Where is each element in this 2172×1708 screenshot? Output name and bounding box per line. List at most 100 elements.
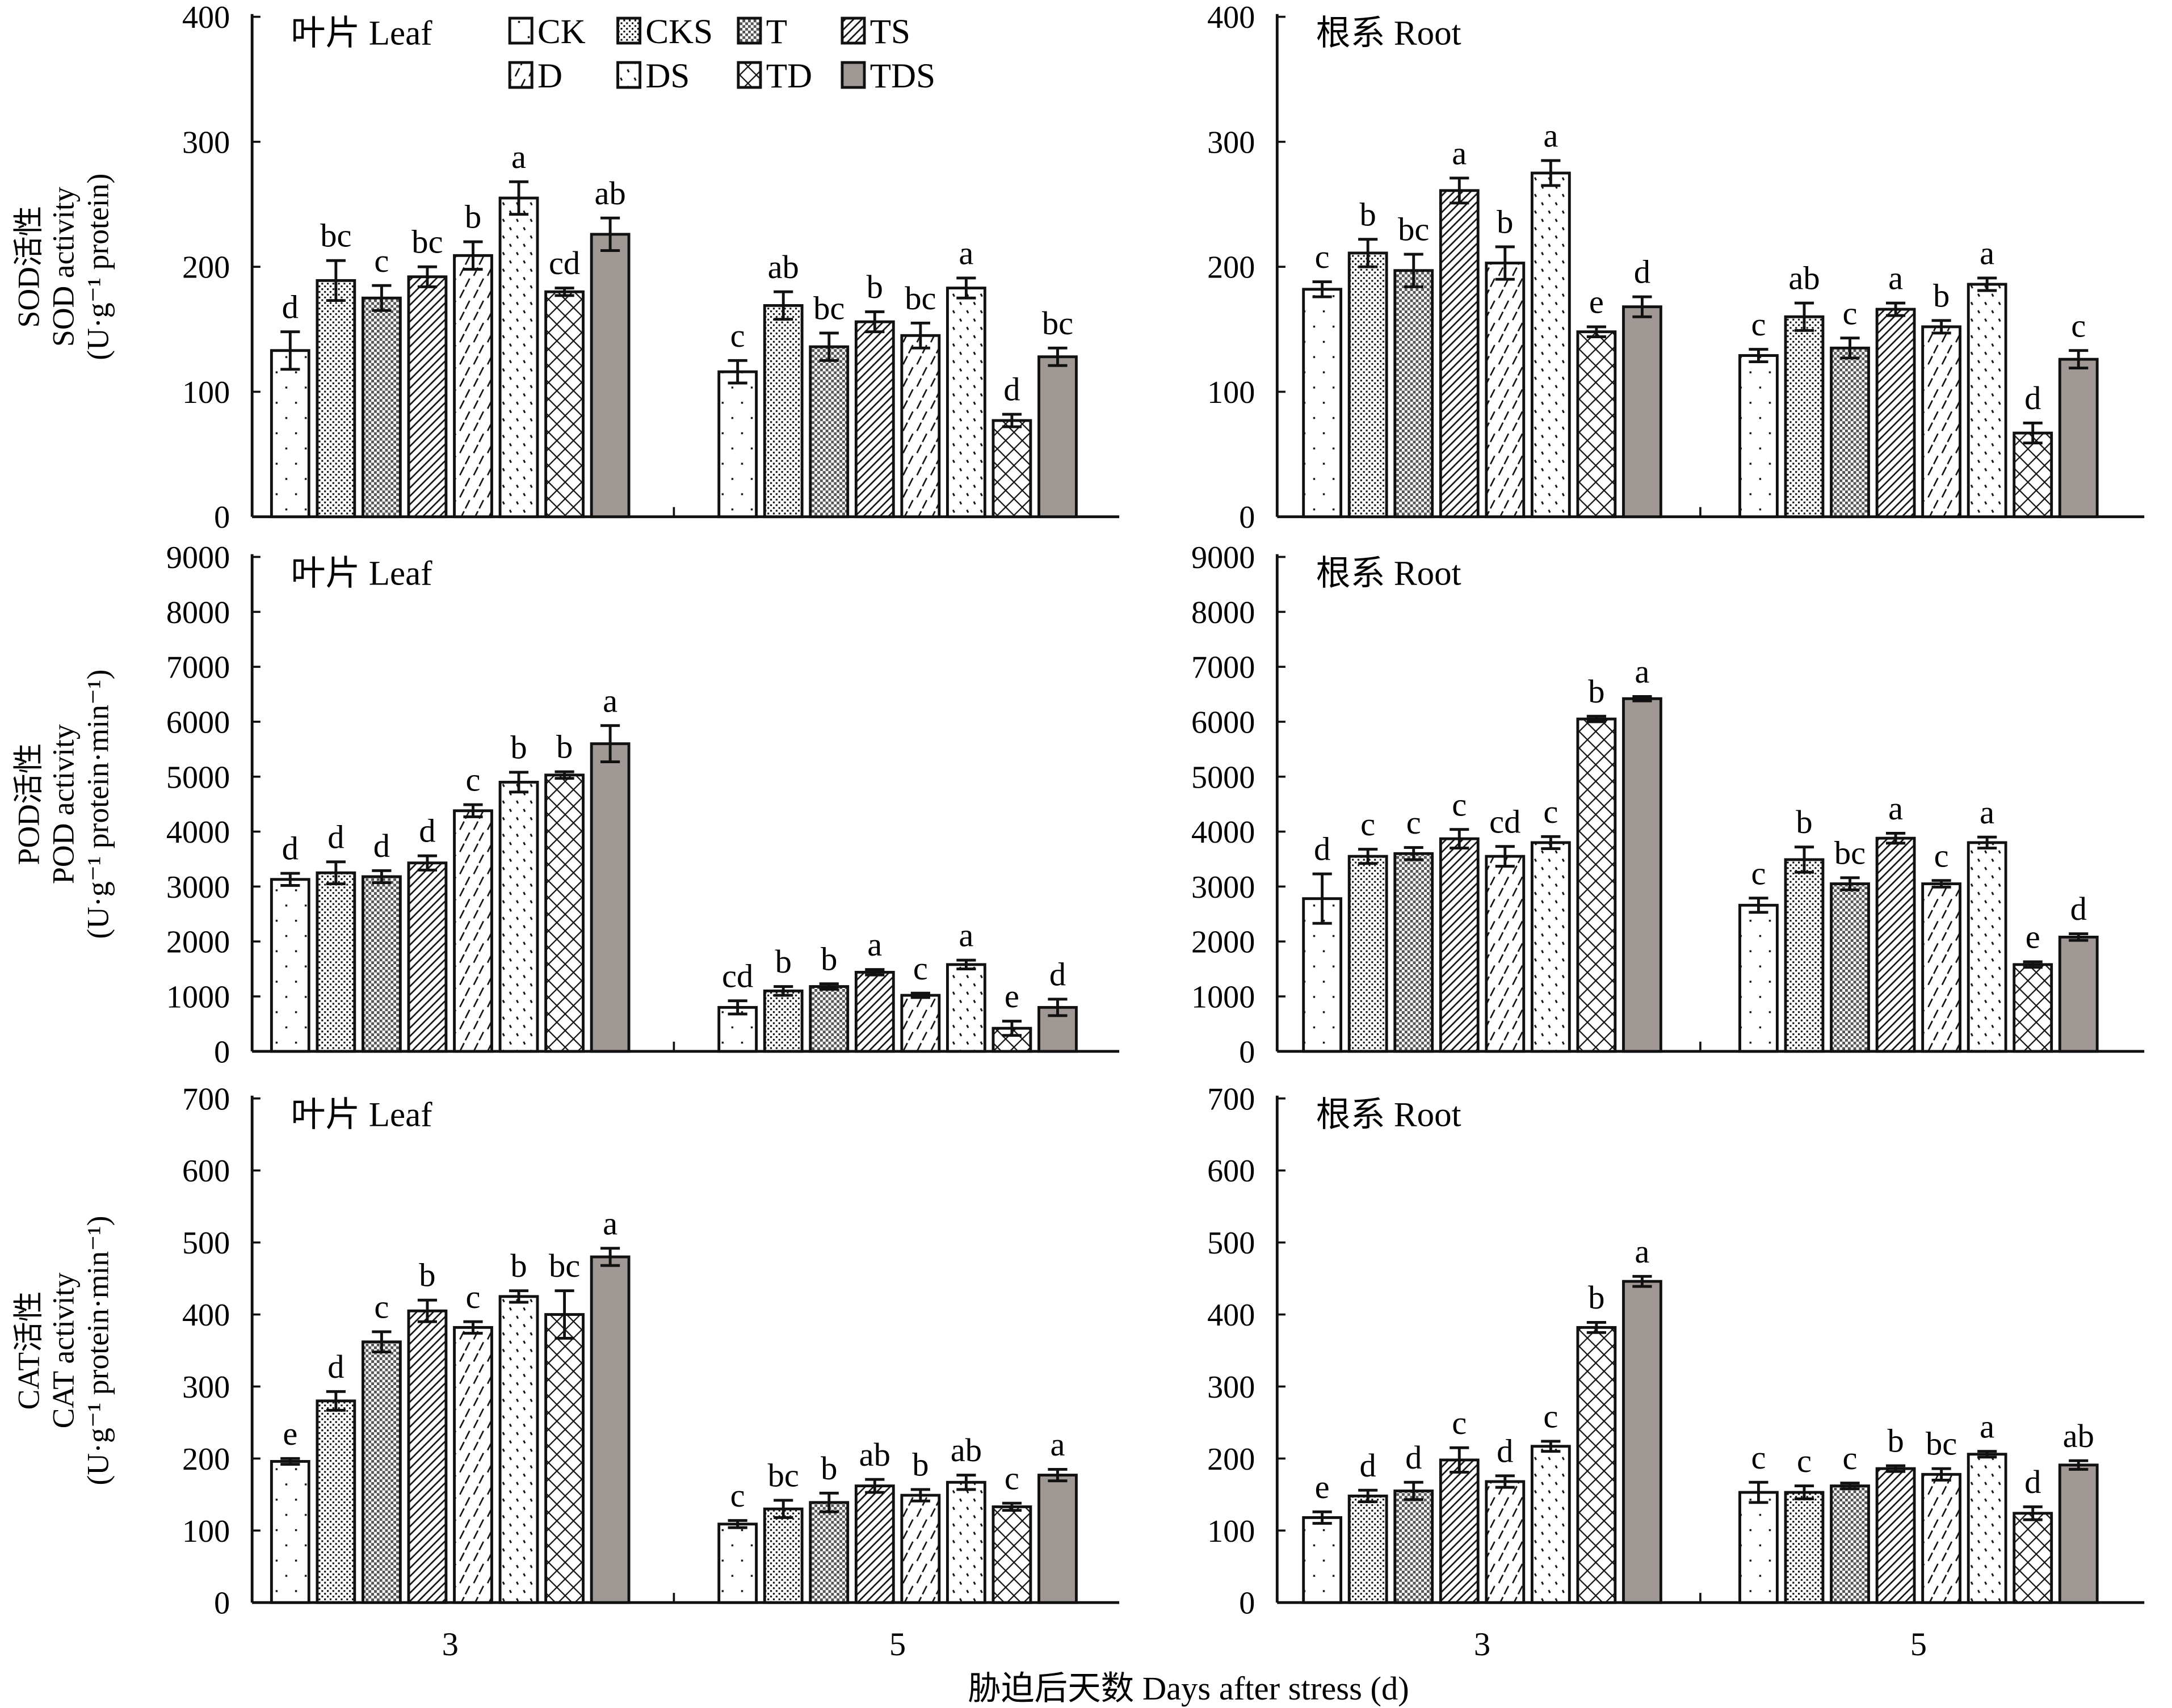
error-bar	[910, 321, 930, 350]
significance-letter: ab	[951, 1432, 982, 1469]
significance-letter: d	[282, 288, 299, 325]
y-tick-label: 400	[182, 0, 230, 35]
error-bar	[865, 1478, 885, 1494]
error-bar	[1749, 1480, 1768, 1504]
significance-letter: bc	[1398, 211, 1429, 248]
legend-item-DS: DS	[616, 57, 690, 95]
significance-letter: c	[1452, 1404, 1467, 1441]
legend-item-T: T	[737, 13, 787, 51]
y-tick-label: 100	[1207, 375, 1255, 410]
significance-letter: b	[1933, 277, 1950, 314]
bar-T-day5	[809, 1501, 850, 1604]
error-bar	[1312, 280, 1332, 298]
error-bar	[1312, 1510, 1332, 1525]
significance-letter: b	[912, 1446, 929, 1483]
significance-letter: bc	[905, 280, 936, 317]
bar-TD-day5	[2013, 1512, 2053, 1604]
significance-letter: a	[867, 926, 882, 963]
significance-letter: a	[1888, 260, 1903, 297]
error-bar	[1977, 276, 1997, 292]
significance-letter: d	[1314, 831, 1330, 868]
bar-CKS-day5	[763, 304, 804, 519]
bar-TS-day3	[1439, 837, 1480, 1053]
error-bar	[417, 854, 438, 872]
significance-letter: ab	[859, 1436, 890, 1473]
bar-D-day5	[1921, 882, 1962, 1053]
bar-D-day3	[1485, 855, 1526, 1053]
error-bar	[728, 1519, 747, 1529]
significance-letter: d	[2024, 1463, 2041, 1500]
bar-TDS-day5	[2058, 935, 2099, 1053]
error-bar	[509, 771, 529, 794]
error-bar	[1931, 319, 1951, 335]
bar-TS-day3	[1439, 1458, 1480, 1604]
legend-item-D: D	[508, 57, 562, 95]
legend-swatch	[841, 61, 866, 89]
significance-letter: d	[327, 1348, 344, 1385]
error-bar	[774, 290, 793, 321]
y-tick-label: 200	[182, 1442, 230, 1477]
bar-TDS-day3	[590, 233, 631, 519]
panel-pod-leaf: 0 1000 2000 3000 4000 5000 6000 7000 8000 9000 叶片 …	[11, 540, 1120, 1070]
bar-CK-day3	[270, 1459, 310, 1604]
error-bar	[1632, 695, 1652, 702]
bar-CK-day3	[1302, 1516, 1343, 1604]
error-bar	[1840, 876, 1860, 891]
bar-T-day5	[1830, 1484, 1870, 1604]
bar-D-day5	[1921, 325, 1962, 519]
x-tick-label: 3	[1474, 1626, 1490, 1663]
bar-TS-day5	[1875, 308, 1916, 519]
significance-letter: c	[1934, 837, 1949, 874]
y-tick-label: 200	[1207, 250, 1255, 285]
y-tick-label: 600	[1207, 1154, 1255, 1189]
y-axis-label: POD活性	[11, 743, 45, 865]
bar-DS-day5	[946, 1480, 986, 1604]
panel-cat-leaf: 0 100 200 300 400 500 600 700 叶片 Leaf CAT活性 CAT ac…	[11, 1082, 1120, 1663]
error-bar	[2023, 1505, 2043, 1521]
error-bar	[2023, 422, 2043, 445]
y-tick-label: 500	[182, 1226, 230, 1261]
y-axis-label: POD activity	[46, 724, 80, 884]
bar-DS-day5	[946, 963, 986, 1053]
panel-label: 根系 Root	[1316, 14, 1461, 52]
y-axis-label: (U·g⁻¹ protein·min⁻¹)	[81, 1215, 115, 1485]
bar-D-day3	[1485, 262, 1526, 519]
significance-letter: b	[510, 1247, 527, 1284]
bar-CK-day5	[1738, 354, 1779, 519]
error-bar	[326, 1390, 346, 1412]
error-bar	[774, 1499, 793, 1519]
bar-TD-day3	[544, 290, 585, 519]
bar-CKS-day3	[316, 871, 356, 1053]
y-tick-label: 300	[1207, 1370, 1255, 1405]
bar-CK-day3	[270, 878, 310, 1053]
significance-letter: c	[1543, 793, 1558, 830]
significance-letter: c	[374, 1289, 389, 1326]
y-tick-label: 0	[214, 1586, 230, 1621]
y-tick-label: 200	[1207, 1442, 1255, 1477]
significance-letter: a	[1635, 1233, 1649, 1270]
y-axis-label: SOD activity	[46, 187, 80, 347]
bar-TD-day3	[1576, 717, 1617, 1053]
significance-letter: a	[1980, 1408, 1994, 1445]
error-bar	[372, 284, 392, 312]
bar-D-day3	[453, 1326, 493, 1604]
y-tick-label: 5000	[166, 760, 230, 795]
significance-letter: cd	[549, 245, 580, 281]
error-bar	[1840, 336, 1860, 360]
error-bar	[1312, 872, 1332, 925]
x-tick-label: 5	[1910, 1626, 1927, 1663]
error-bar	[1358, 848, 1378, 865]
error-bar	[1002, 1501, 1022, 1512]
bar-CK-day3	[270, 349, 310, 519]
legend-swatch	[616, 61, 642, 89]
legend: CK CKS T TS D DS TD TDS	[508, 13, 935, 95]
significance-letter: a	[1452, 134, 1467, 171]
error-bar	[326, 259, 346, 302]
error-bar	[1495, 1474, 1515, 1489]
bar-TS-day5	[854, 1484, 895, 1604]
significance-letter: bc	[813, 289, 845, 326]
legend-swatch	[616, 16, 642, 45]
y-tick-label: 200	[182, 250, 230, 285]
significance-letter: d	[1003, 371, 1020, 408]
